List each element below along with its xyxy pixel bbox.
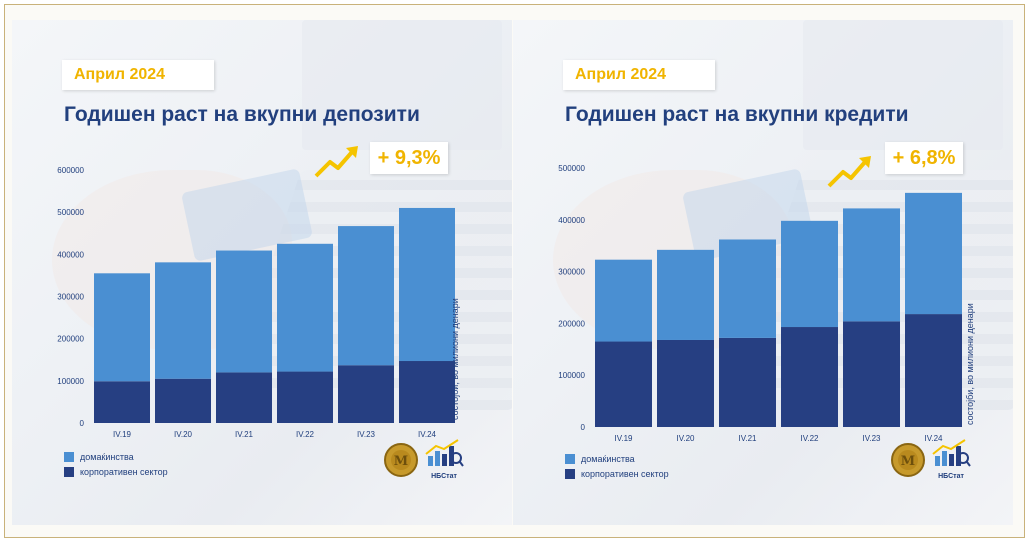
loans-panel: Април 2024 Годишен раст на вкупни кредит… [513,20,1013,525]
bar-households-IV.23 [843,208,900,322]
nbstat-chart-icon [932,439,971,467]
bar-households-IV.19 [94,273,150,382]
bar-corporate-IV.23 [338,365,394,423]
bar-corporate-IV.23 [843,321,900,427]
bar-households-IV.22 [781,220,838,328]
y-tick-label: 400000 [558,216,585,225]
chart-title: Годишен раст на вкупни депозити [64,103,420,126]
svg-text:M: M [394,454,408,469]
x-tick-label: IV.22 [296,430,314,439]
y-tick-label: 300000 [57,293,84,302]
bar-corporate-IV.20 [657,339,714,427]
svg-text:M: M [901,454,915,469]
bar-households-IV.22 [277,243,333,372]
logos: M НБСтат [891,438,971,480]
bar-households-IV.21 [719,239,776,338]
logos: M НБСтат [384,438,464,480]
y-tick-label: 200000 [558,319,585,328]
legend-label: домаќинства [581,454,635,464]
y-tick-label: 300000 [558,268,585,277]
legend-label: корпоративен сектор [581,469,669,479]
y-tick-label: 0 [80,419,85,428]
loans-bar-chart: 0 100000 200000 300000 400000 500000 IV.19 IV.2… [558,164,962,443]
x-tick-label: IV.20 [174,430,192,439]
y-tick-label: 100000 [558,371,585,380]
growth-arrow-icon [314,146,358,178]
bar-corporate-IV.22 [781,327,838,427]
coin-logo-icon: M [891,443,925,477]
bar-corporate-IV.21 [719,337,776,427]
x-tick-label: IV.21 [235,430,253,439]
x-tick-label: IV.20 [677,434,695,443]
background-screen [302,20,502,150]
x-tick-label: IV.19 [615,434,633,443]
growth-badge: + 6,8% [885,142,963,174]
chart-legend: домаќинства корпоративен сектор [565,454,669,484]
y-tick-label: 500000 [558,164,585,173]
deposits-bar-chart: 0 100000 200000 300000 400000 500000 600000 IV.… [57,166,455,439]
x-tick-label: IV.21 [739,434,757,443]
legend-label: домаќинства [80,452,134,462]
y-tick-label: 400000 [57,250,84,259]
bar-households-IV.24 [905,192,962,315]
legend-item-corporate: корпоративен сектор [64,467,168,477]
bar-corporate-IV.19 [94,381,150,423]
legend-swatch-corporate [565,469,575,479]
legend-swatch-households [565,454,575,464]
legend-item-households: домаќинства [565,454,669,464]
y-tick-label: 600000 [57,166,84,175]
y-tick-label: 200000 [57,335,84,344]
nbstat-chart-icon [425,439,464,467]
bar-corporate-IV.22 [277,371,333,423]
units-label: состојби, во милиони денари [450,298,460,420]
bar-corporate-IV.21 [216,372,272,423]
bar-households-IV.20 [155,262,211,379]
bar-corporate-IV.24 [399,361,455,423]
growth-arrow-icon [827,156,871,188]
bar-households-IV.21 [216,250,272,373]
y-tick-label: 0 [581,423,586,432]
bar-households-IV.23 [338,226,394,366]
coin-logo-icon: M [384,443,418,477]
deposits-panel: Април 2024 Годишен раст на вкупни депози… [12,20,512,525]
date-label: Април 2024 [62,60,214,90]
chart-legend: домаќинства корпоративен сектор [64,452,168,482]
x-tick-label: IV.19 [113,430,131,439]
y-tick-label: 100000 [57,377,84,386]
x-tick-label: IV.23 [863,434,881,443]
nbstat-logo: НБСтат [931,438,971,480]
date-label: Април 2024 [563,60,715,90]
chart-title: Годишен раст на вкупни кредити [565,103,909,126]
units-label: состојби, во милиони денари [965,303,975,425]
bar-households-IV.20 [657,249,714,340]
x-tick-label: IV.22 [801,434,819,443]
x-tick-label: IV.23 [357,430,375,439]
bar-corporate-IV.19 [595,341,652,427]
bar-corporate-IV.20 [155,378,211,423]
legend-item-households: домаќинства [64,452,168,462]
nbstat-logo: НБСтат [424,438,464,480]
nbstat-logo-text: НБСтат [938,473,964,480]
legend-item-corporate: корпоративен сектор [565,469,669,479]
background-screen [803,20,1003,150]
legend-swatch-corporate [64,467,74,477]
legend-swatch-households [64,452,74,462]
growth-badge: + 9,3% [370,142,448,174]
y-tick-label: 500000 [57,208,84,217]
bar-corporate-IV.24 [905,314,962,427]
bar-households-IV.19 [595,259,652,342]
x-tick-label: IV.24 [418,430,436,439]
x-tick-label: IV.24 [925,434,943,443]
bar-households-IV.24 [399,207,455,362]
nbstat-logo-text: НБСтат [431,473,457,480]
legend-label: корпоративен сектор [80,467,168,477]
